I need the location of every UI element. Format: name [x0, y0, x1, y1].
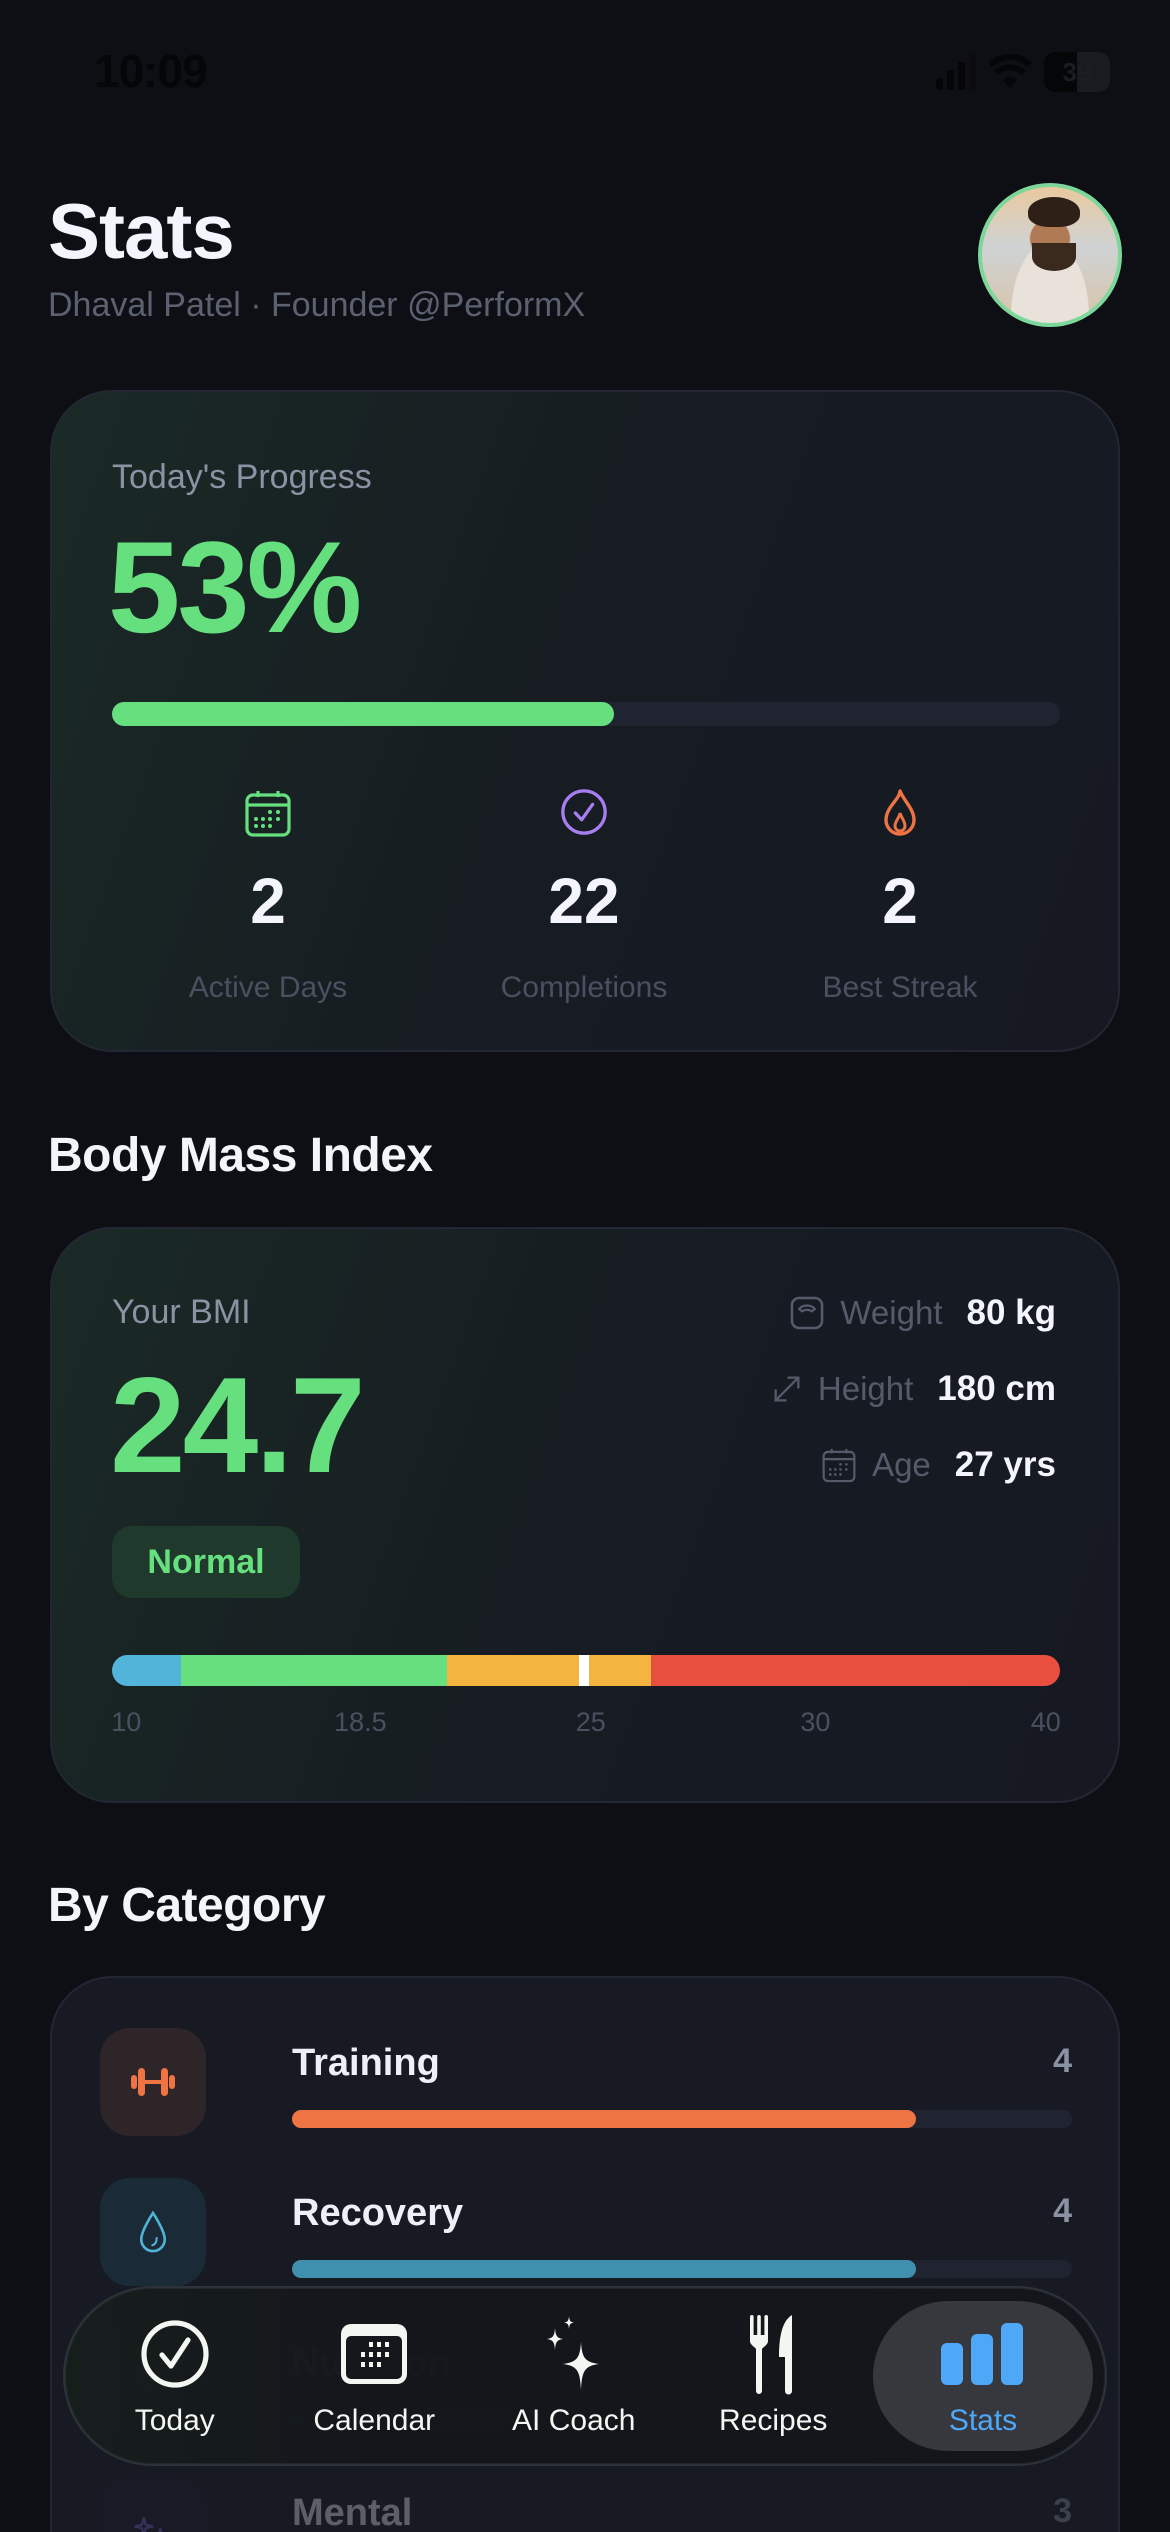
- wifi-icon: [988, 54, 1032, 88]
- best-streak-label: Best Streak: [822, 971, 978, 1004]
- bmi-status-badge: Normal: [112, 1526, 300, 1598]
- avatar[interactable]: [978, 183, 1122, 327]
- bmi-card: Your BMI 24.7 Weight 80 kg Height 180 cm…: [50, 1227, 1120, 1803]
- bmi-tick-label: 30: [800, 1707, 831, 1737]
- check-circle-icon: [141, 2320, 209, 2388]
- best-streak-value: 2: [882, 865, 918, 937]
- category-count: 3: [1053, 2492, 1072, 2530]
- status-time: 10:09: [94, 45, 208, 97]
- category-name: Training: [292, 2042, 440, 2084]
- expand-arrows-icon: [774, 1376, 800, 1402]
- tab-today[interactable]: Today: [75, 2301, 275, 2451]
- bmi-segment-obese: [651, 1655, 1060, 1686]
- cellular-signal-icon: [936, 54, 976, 90]
- category-row-recovery[interactable]: Recovery 4: [100, 2178, 1072, 2290]
- age-label: Age: [872, 1446, 931, 1483]
- progress-label: Today's Progress: [112, 458, 372, 496]
- battery-level: 39: [1062, 56, 1092, 87]
- bmi-tick-label: 10: [111, 1707, 142, 1737]
- bmi-tick-label: 25: [575, 1707, 606, 1737]
- category-progress-fill: [292, 2110, 916, 2128]
- bmi-segment-overweight: [446, 1655, 652, 1686]
- check-circle-icon: [561, 789, 607, 835]
- avatar-beard: [1032, 243, 1076, 271]
- flame-icon: [884, 789, 916, 836]
- calendar-icon: [341, 2324, 408, 2384]
- bmi-tick-label: 40: [1030, 1707, 1061, 1737]
- calendar-icon: [245, 791, 291, 837]
- sparkles-icon: [546, 2316, 599, 2390]
- tab-label: Stats: [948, 2404, 1018, 2437]
- sparkles-icon: [134, 2517, 163, 2532]
- tab-ai-coach[interactable]: AI Coach: [474, 2301, 674, 2451]
- calendar-icon: [822, 1448, 856, 1483]
- stat-active-days: 2 Active Days: [118, 787, 418, 1005]
- category-row-training[interactable]: Training 4: [100, 2028, 1072, 2140]
- bmi-section-title: Body Mass Index: [48, 1129, 433, 1182]
- completions-label: Completions: [500, 971, 668, 1004]
- avatar-hair: [1028, 197, 1080, 227]
- bar-chart-icon: [941, 2323, 1023, 2385]
- todays-progress-card: Today's Progress 53% 2 Active Days 22 Co…: [50, 390, 1120, 1052]
- bmi-segment-normal: [181, 1655, 447, 1686]
- active-days-value: 2: [250, 865, 286, 937]
- category-row-mental[interactable]: Mental 3: [100, 2478, 1072, 2532]
- weight-label: Weight: [840, 1294, 943, 1331]
- status-bar: 10:09 39: [0, 0, 1170, 150]
- category-icon-box: [100, 2028, 206, 2136]
- progress-bar-fill: [112, 702, 615, 726]
- bmi-weight: Weight 80 kg: [788, 1293, 1056, 1333]
- bmi-tick-label: 18.5: [334, 1707, 387, 1737]
- category-name: Mental: [292, 2492, 413, 2532]
- bmi-scale-ticks: 10 18.5 25 30 40: [111, 1707, 1061, 1737]
- fork-knife-icon: [750, 2315, 793, 2395]
- stat-completions: 22 Completions: [434, 787, 734, 1005]
- progress-percent: 53%: [108, 514, 362, 660]
- completions-value: 22: [548, 865, 620, 937]
- tab-calendar[interactable]: Calendar: [275, 2301, 475, 2451]
- category-icon-box: [100, 2178, 206, 2286]
- progress-bar: [112, 702, 1060, 726]
- dumbbell-icon: [131, 2068, 175, 2096]
- bmi-marker: [579, 1655, 590, 1686]
- page-subtitle: Dhaval Patel · Founder @PerformX: [48, 286, 586, 324]
- tab-label: Recipes: [719, 2404, 828, 2437]
- category-icon-box: [100, 2478, 206, 2532]
- height-label: Height: [817, 1370, 914, 1407]
- category-progress-bar: [292, 2260, 1072, 2278]
- category-progress-bar: [292, 2110, 1072, 2128]
- age-value: 27 yrs: [954, 1445, 1056, 1484]
- bmi-segment-underweight: [112, 1655, 182, 1686]
- bmi-value: 24.7: [110, 1349, 366, 1501]
- water-drop-icon: [139, 2210, 167, 2253]
- active-days-label: Active Days: [188, 971, 348, 1004]
- tab-bar: Today Calendar AI Coach: [63, 2286, 1107, 2466]
- category-progress-fill: [292, 2260, 916, 2278]
- bmi-label: Your BMI: [112, 1293, 251, 1331]
- height-value: 180 cm: [937, 1369, 1056, 1408]
- category-count: 4: [1053, 2192, 1072, 2230]
- tab-label: AI Coach: [512, 2404, 636, 2437]
- bmi-age: Age 27 yrs: [820, 1445, 1056, 1485]
- page-title: Stats: [48, 187, 235, 275]
- tab-recipes[interactable]: Recipes: [674, 2301, 874, 2451]
- status-icons: 39: [936, 52, 1110, 92]
- category-section-title: By Category: [48, 1879, 326, 1932]
- stat-best-streak: 2 Best Streak: [750, 787, 1050, 1005]
- bmi-height: Height 180 cm: [770, 1369, 1056, 1409]
- tab-stats[interactable]: Stats: [873, 2301, 1093, 2451]
- weight-value: 80 kg: [966, 1293, 1057, 1332]
- category-name: Recovery: [292, 2192, 464, 2234]
- tab-label: Today: [134, 2404, 215, 2437]
- bmi-scale-bar: [112, 1655, 1060, 1686]
- scale-icon: [791, 1296, 824, 1330]
- battery-icon: 39: [1044, 52, 1110, 92]
- category-count: 4: [1053, 2042, 1072, 2080]
- tab-label: Calendar: [313, 2404, 436, 2437]
